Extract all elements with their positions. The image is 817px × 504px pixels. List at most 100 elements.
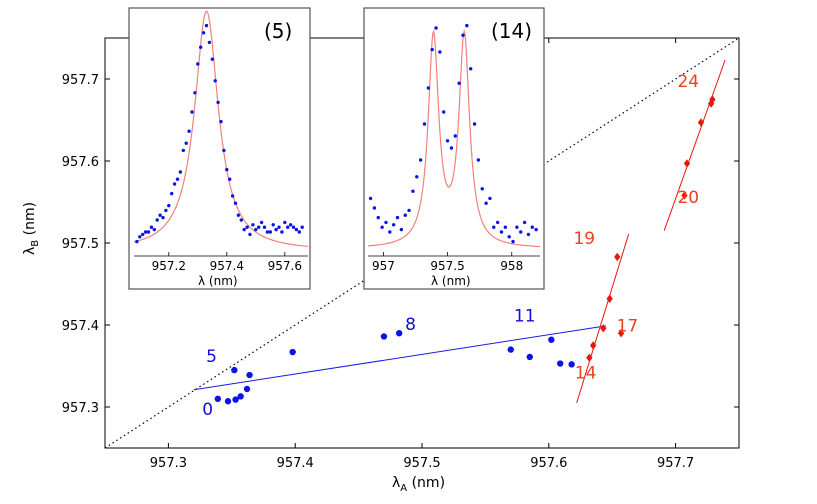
inset-data-point — [181, 148, 185, 153]
inset-data-point — [233, 201, 238, 205]
blue-data-point — [289, 348, 296, 356]
inset-data-point — [152, 227, 156, 232]
inset-data-point — [201, 31, 206, 35]
x-tick-label: 957.3 — [150, 456, 187, 471]
inset-data-point — [164, 208, 168, 213]
inset-data-point — [399, 227, 404, 232]
inset-data-point — [495, 220, 500, 225]
inset-data-point — [254, 227, 258, 232]
inset-data-point — [207, 40, 212, 45]
inset-data-point — [141, 232, 145, 237]
inset-data-point — [149, 225, 154, 229]
inset-5-plot: 957.2 957.4 957.6 — [133, 10, 309, 273]
inset-14-x-label: λ (nm) — [431, 274, 471, 288]
blue-data-point — [507, 346, 514, 353]
red-fit-lower-line — [576, 233, 630, 404]
inset-data-point — [297, 230, 301, 234]
inset-data-point — [248, 232, 252, 237]
y-tick-label: 957.5 — [62, 237, 99, 252]
point-label-5: 5 — [206, 347, 217, 367]
red-data-point — [683, 159, 691, 168]
inset-data-point — [426, 86, 431, 90]
blue-data-point — [237, 393, 244, 400]
inset-data-point — [480, 187, 484, 191]
blue-fit-line — [193, 325, 606, 391]
inset-data-point — [465, 23, 469, 28]
inset-data-point — [257, 225, 261, 229]
inset-data-point — [461, 33, 465, 37]
x-tick-label: 957.6 — [530, 456, 567, 471]
inset-data-point — [172, 182, 177, 186]
blue-data-point — [214, 395, 222, 402]
inset-data-point — [488, 196, 492, 201]
inset-data-point — [376, 215, 380, 220]
inset-data-point — [193, 91, 197, 95]
inset-data-point — [507, 235, 511, 239]
inset-data-point — [143, 230, 148, 234]
inset-data-point — [438, 50, 442, 54]
inset-data-point — [422, 122, 427, 126]
inset-data-point — [407, 208, 411, 213]
inset-data-point — [190, 110, 194, 114]
inset-data-point — [519, 230, 523, 234]
inset-x-tick-label: 957.5 — [430, 259, 464, 273]
inset-data-point — [515, 225, 519, 229]
inset-data-point — [213, 79, 217, 83]
point-label-14: 14 — [575, 363, 597, 383]
inset-data-point — [277, 225, 281, 229]
inset-data-point — [411, 189, 415, 193]
inset-data-point — [222, 148, 226, 153]
x-tick-label: 957.5 — [403, 456, 440, 471]
inset-data-point — [259, 220, 264, 225]
inset-data-point — [442, 110, 446, 114]
main-ticks: 957.3 957.4 957.5 957.6 957.7 957.3 957.4 957.5… — [62, 38, 739, 471]
inset-data-point — [372, 206, 377, 210]
red-data-point — [590, 341, 597, 350]
inset-data-point — [178, 170, 183, 174]
inset-data-point — [388, 230, 392, 234]
inset-peak-5: 957.2 957.4 957.6 (5) λ (nm) — [128, 7, 311, 290]
inset-data-point — [167, 203, 171, 208]
red-data-point — [709, 95, 716, 104]
inset-data-point — [251, 223, 255, 227]
inset-data-point — [262, 225, 267, 229]
blue-data-point — [395, 330, 403, 337]
inset-data-point — [522, 220, 527, 225]
y-tick-label: 957.3 — [62, 401, 99, 416]
blue-data-point — [548, 336, 555, 343]
inset-data-point — [158, 213, 162, 217]
red-data-point — [614, 252, 621, 262]
inset-data-point — [155, 218, 159, 222]
inset-data-point — [395, 215, 400, 220]
inset-5-x-label: λ (nm) — [198, 274, 238, 288]
inset-x-tick-label: 957.2 — [152, 259, 186, 273]
red-data-point — [586, 353, 593, 362]
red-data-point — [681, 191, 688, 200]
red-data-point — [606, 294, 613, 303]
inset-data-point — [196, 62, 200, 66]
inset-data-point — [175, 177, 180, 181]
point-label-20: 20 — [677, 188, 699, 208]
blue-data-point — [557, 360, 564, 367]
inset-data-point — [300, 225, 304, 229]
inset-5-frame — [128, 7, 311, 290]
inset-data-point — [380, 225, 384, 229]
inset-data-point — [271, 223, 275, 227]
point-label-0: 0 — [202, 400, 213, 420]
inset-data-point — [391, 223, 396, 227]
inset-data-point — [415, 175, 419, 179]
inset-data-point — [204, 23, 209, 28]
inset-data-point — [468, 67, 473, 71]
inset-data-point — [268, 230, 272, 234]
inset-data-point — [283, 220, 287, 225]
inset-data-point — [476, 158, 481, 162]
inset-data-point — [530, 225, 534, 229]
inset-data-point — [245, 225, 249, 229]
inset-data-point — [534, 227, 538, 232]
inset-data-point — [294, 227, 299, 232]
inset-data-point — [225, 167, 229, 172]
inset-data-point — [526, 232, 531, 237]
inset-14-plot: 957 957.5 958 — [367, 23, 541, 273]
inset-peak-14: 957 957.5 958 (14) λ (nm) — [363, 7, 545, 290]
